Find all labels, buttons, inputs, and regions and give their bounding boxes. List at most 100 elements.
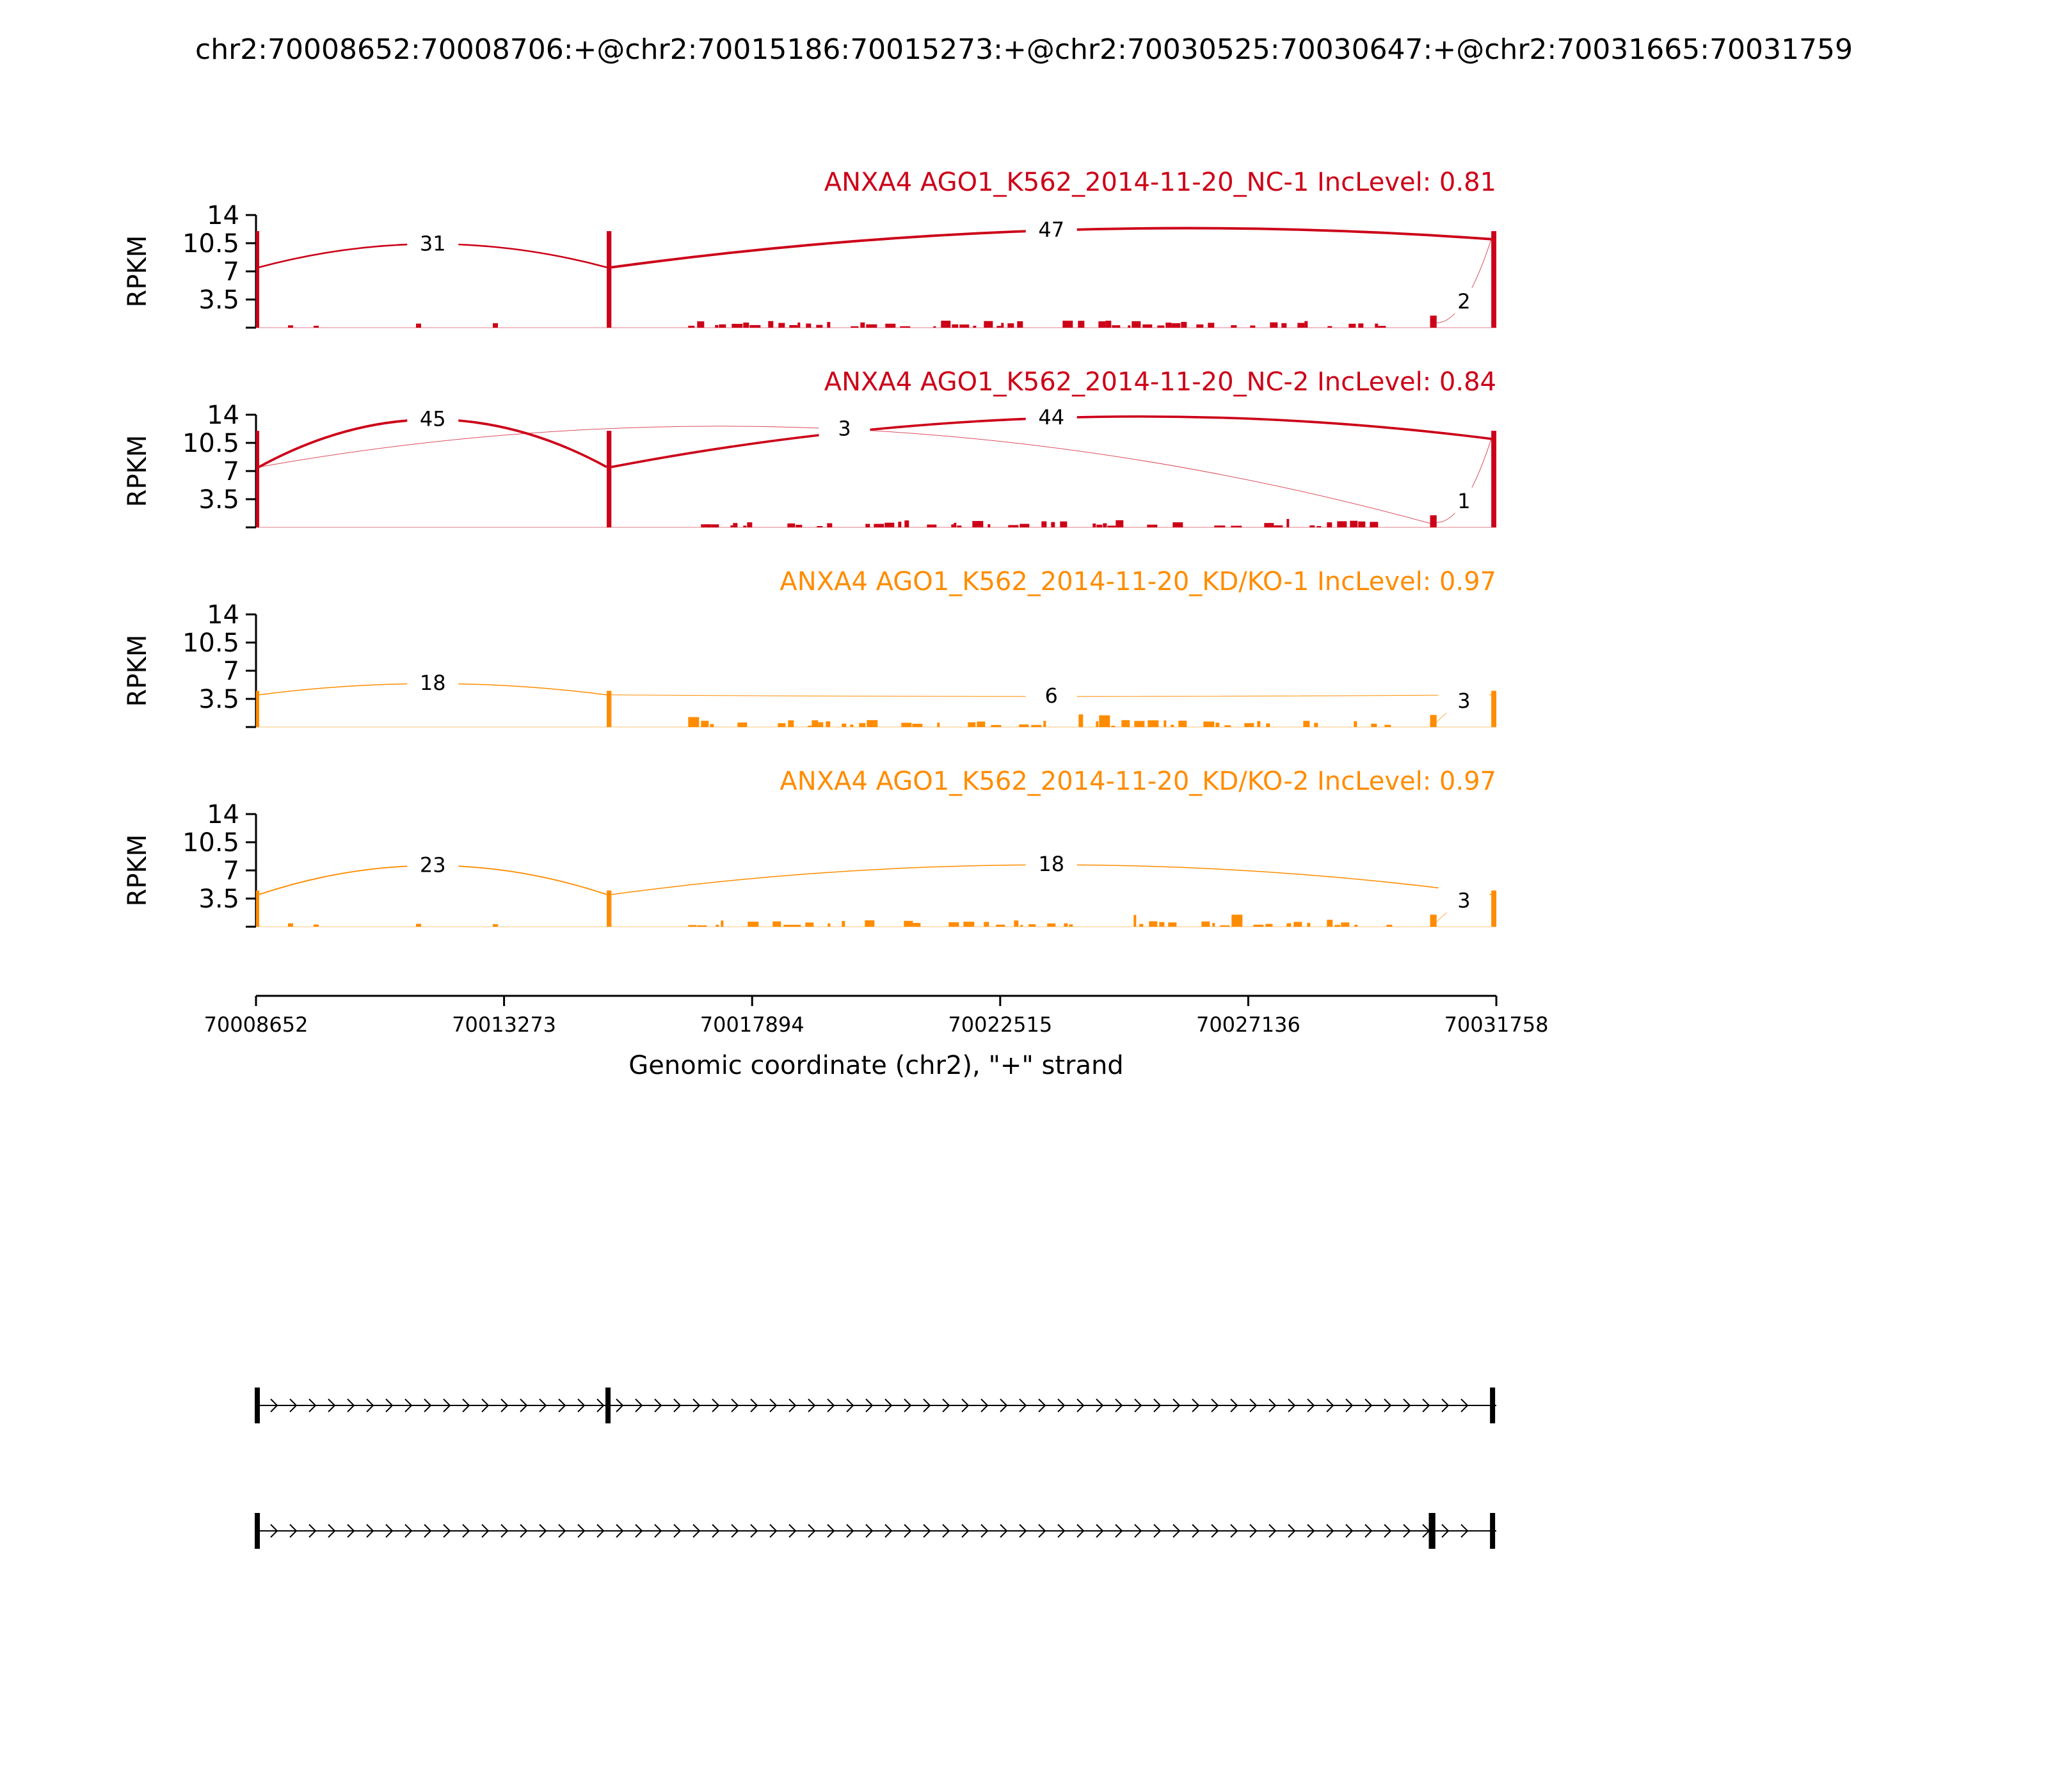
y-tick-label: 14	[207, 600, 239, 630]
exon-coverage	[607, 431, 612, 527]
read-coverage	[885, 323, 896, 328]
strand-arrow-icon	[616, 1524, 624, 1538]
read-coverage	[1327, 522, 1332, 527]
read-coverage	[1128, 325, 1131, 328]
read-coverage	[912, 723, 923, 727]
strand-arrow-icon	[788, 1398, 797, 1412]
strand-arrow-icon	[904, 1524, 912, 1538]
strand-arrow-icon	[1000, 1524, 1008, 1538]
exon-coverage	[256, 231, 259, 328]
read-coverage	[493, 323, 498, 328]
read-coverage	[860, 322, 865, 328]
strand-arrow-icon	[1211, 1398, 1219, 1412]
read-coverage	[1327, 326, 1332, 328]
strand-arrow-icon	[1403, 1524, 1411, 1538]
y-tick-label: 7	[223, 856, 239, 886]
y-tick-label: 14	[207, 800, 239, 829]
junction-count: 18	[1038, 852, 1064, 876]
strand-arrow-icon	[1153, 1398, 1162, 1412]
strand-arrow-icon	[481, 1398, 490, 1412]
read-coverage	[1386, 924, 1393, 927]
junction: 45	[258, 405, 607, 468]
read-coverage	[900, 326, 911, 328]
strand-arrow-icon	[846, 1398, 854, 1412]
strand-arrow-icon	[1249, 1524, 1258, 1538]
read-coverage	[952, 324, 959, 328]
read-coverage	[1253, 924, 1264, 927]
strand-arrow-icon	[712, 1524, 720, 1538]
read-coverage	[1371, 723, 1377, 727]
coverage-panel: ANXA4 AGO1_K562_2014-11-20_NC-2 IncLevel…	[123, 367, 1496, 529]
strand-arrow-icon	[808, 1524, 816, 1538]
exon-coverage	[1491, 691, 1496, 727]
read-coverage	[701, 524, 712, 527]
strand-arrow-icon	[769, 1398, 778, 1412]
read-coverage	[1286, 518, 1290, 527]
strand-arrow-icon	[1307, 1398, 1315, 1412]
strand-arrow-icon	[1230, 1398, 1238, 1412]
read-coverage	[1178, 721, 1187, 727]
junction-arc	[259, 426, 1430, 524]
genomic-x-axis: 70008652 70013273 70017894 70022515 70027136…	[204, 995, 1548, 1080]
read-coverage	[818, 722, 824, 727]
strand-arrow-icon	[1460, 1524, 1469, 1538]
strand-arrow-icon	[923, 1398, 931, 1412]
coverage-panel: ANXA4 AGO1_K562_2014-11-20_NC-1 IncLevel…	[123, 168, 1496, 329]
junction-count: 44	[1038, 405, 1064, 429]
exon-coverage	[1430, 515, 1437, 527]
exon-coverage	[1491, 431, 1496, 527]
read-coverage	[697, 321, 705, 328]
junction: 47	[611, 216, 1492, 269]
exon-coverage	[1430, 715, 1437, 727]
strand-arrow-icon	[1422, 1398, 1430, 1412]
read-coverage	[937, 723, 940, 727]
read-coverage	[1281, 323, 1287, 328]
exon-coverage	[256, 691, 259, 727]
read-coverage	[1111, 725, 1116, 727]
strand-arrow-icon	[731, 1524, 739, 1538]
strand-arrow-icon	[1307, 1524, 1315, 1538]
read-coverage	[772, 921, 781, 927]
strand-arrow-icon	[385, 1398, 394, 1412]
strand-arrow-icon	[577, 1524, 586, 1538]
read-coverage	[768, 321, 774, 328]
strand-arrow-icon	[1076, 1398, 1085, 1412]
junction-label-bg	[407, 230, 459, 256]
read-coverage	[732, 324, 743, 328]
strand-arrow-icon	[635, 1524, 643, 1538]
strand-arrow-icon	[462, 1524, 470, 1538]
read-coverage	[1132, 321, 1141, 328]
read-coverage	[977, 721, 986, 727]
y-tick-label: 10.5	[182, 429, 239, 458]
read-coverage	[1043, 721, 1046, 727]
junction: 44	[611, 404, 1492, 468]
y-tick-label: 7	[223, 657, 239, 686]
strand-arrow-icon	[1288, 1398, 1296, 1412]
y-tick-label: 7	[223, 257, 239, 287]
read-coverage	[1096, 721, 1099, 727]
read-coverage	[747, 522, 753, 527]
read-coverage	[1181, 321, 1187, 328]
read-coverage	[816, 324, 823, 328]
isoform	[255, 1513, 1496, 1549]
read-coverage	[1309, 525, 1315, 527]
read-coverage	[1060, 521, 1068, 527]
read-coverage	[493, 924, 498, 927]
x-tick-label: 70017894	[700, 1012, 804, 1037]
read-coverage	[904, 520, 909, 527]
read-coverage	[1069, 924, 1073, 927]
read-coverage	[1028, 924, 1036, 927]
read-coverage	[1327, 920, 1333, 927]
strand-arrow-icon	[1326, 1524, 1334, 1538]
read-coverage	[1244, 723, 1254, 727]
strand-arrow-icon	[654, 1398, 662, 1412]
read-coverage	[1348, 323, 1356, 328]
strand-arrow-icon	[558, 1524, 566, 1538]
panel-label: ANXA4 AGO1_K562_2014-11-20_NC-1 IncLevel…	[824, 168, 1496, 197]
strand-arrow-icon	[1096, 1524, 1104, 1538]
read-coverage	[1139, 924, 1144, 927]
read-coverage	[1354, 721, 1357, 727]
strand-arrow-icon	[1326, 1398, 1334, 1412]
read-coverage	[1358, 521, 1366, 527]
